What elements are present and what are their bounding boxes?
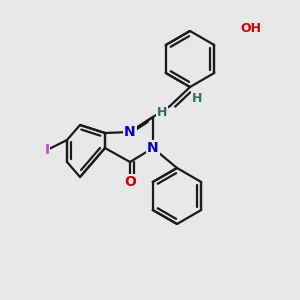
- Text: O: O: [124, 175, 136, 189]
- Text: H: H: [192, 92, 202, 104]
- Text: OH: OH: [240, 22, 261, 34]
- Text: I: I: [44, 143, 50, 157]
- Text: H: H: [157, 106, 167, 118]
- Text: N: N: [124, 125, 136, 139]
- Text: N: N: [147, 141, 159, 155]
